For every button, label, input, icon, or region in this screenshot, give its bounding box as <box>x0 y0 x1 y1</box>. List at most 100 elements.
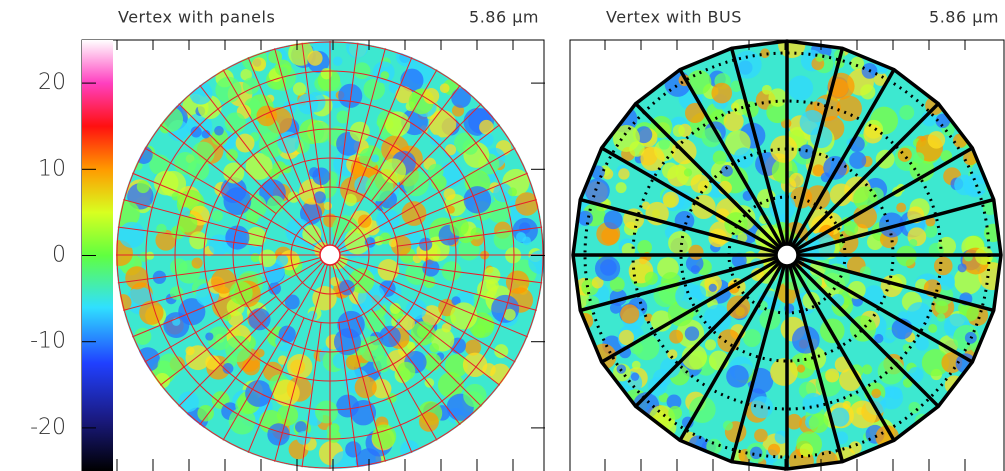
map-blob <box>816 450 838 469</box>
map-blob <box>134 327 152 345</box>
map-blob <box>437 372 464 398</box>
panel-edge <box>334 69 438 247</box>
map-blob <box>297 93 319 115</box>
map-blob <box>706 438 722 455</box>
map-blob <box>528 250 544 275</box>
panel-edge <box>383 295 501 386</box>
map-blob <box>353 62 371 80</box>
map-blob <box>424 378 435 388</box>
map-blob <box>737 232 748 243</box>
bus-rib <box>794 146 974 252</box>
map-blob <box>407 341 416 351</box>
map-blob <box>515 232 527 243</box>
map-blob <box>225 225 250 250</box>
bus-rib <box>579 197 778 255</box>
map-blob <box>333 56 343 66</box>
panel-edge <box>392 280 528 338</box>
map-blob <box>380 71 390 80</box>
map-blob <box>940 150 953 162</box>
map-blob <box>928 323 938 333</box>
map-blob <box>248 308 271 331</box>
map-blob <box>802 392 824 414</box>
panel-edge <box>117 263 263 284</box>
map-blob <box>871 388 881 399</box>
map-blob <box>201 129 211 139</box>
map-blob <box>618 329 635 346</box>
map-blob <box>379 325 401 348</box>
map-blob <box>519 222 531 234</box>
map-blob <box>330 276 340 287</box>
bus-rib <box>600 146 780 252</box>
map-blob <box>658 138 671 150</box>
bus-rib <box>787 47 845 246</box>
map-blob <box>268 168 280 180</box>
panel-edge <box>274 48 328 246</box>
map-blob <box>242 77 260 95</box>
bus-rib <box>794 258 974 364</box>
map-blob <box>224 112 246 134</box>
map-blob <box>256 105 277 127</box>
map-blob <box>668 405 683 420</box>
map-blob <box>249 244 262 258</box>
map-blob <box>389 302 401 314</box>
map-blob <box>825 368 840 383</box>
panel-edge <box>178 103 324 249</box>
map-blob <box>399 315 415 331</box>
map-blob <box>726 365 749 388</box>
map-blob <box>853 186 878 211</box>
panel-edge <box>301 42 322 188</box>
map-blob <box>683 168 693 177</box>
bus-rib <box>787 264 845 463</box>
map-blob <box>690 174 710 193</box>
map-blob <box>723 111 744 132</box>
map-blob <box>873 72 888 86</box>
map-blob <box>423 352 442 372</box>
map-blob <box>808 413 829 433</box>
map-blob <box>296 430 311 445</box>
panel-edge <box>355 317 413 453</box>
map-blob <box>767 443 781 456</box>
map-blob <box>336 110 350 124</box>
map-blob <box>371 154 380 163</box>
map-blob <box>669 329 684 344</box>
map-blob <box>403 170 429 197</box>
panel-title: Vertex with panels <box>118 8 275 27</box>
map-blob <box>125 266 149 290</box>
map-blob <box>515 192 539 216</box>
map-blob <box>615 182 627 194</box>
map-blob <box>240 68 253 81</box>
map-blob <box>205 332 214 341</box>
map-blob <box>936 313 946 322</box>
map-blob <box>439 83 450 94</box>
map-blob <box>211 210 223 222</box>
map-blob <box>909 238 918 248</box>
map-blob <box>487 200 511 224</box>
map-blob <box>401 201 427 226</box>
map-blob <box>787 75 814 101</box>
panel-edge <box>338 259 516 363</box>
panel-edge <box>159 295 277 386</box>
map-blob <box>836 95 862 122</box>
map-hole <box>776 244 798 266</box>
map-blob <box>222 362 234 374</box>
map-blob <box>250 252 260 263</box>
map-blob <box>266 195 285 214</box>
map-blob <box>326 424 338 436</box>
map-blob <box>902 343 911 352</box>
bus-rib <box>796 255 995 313</box>
map-blob <box>672 124 686 137</box>
map-blob <box>668 231 692 255</box>
map-blob <box>444 354 468 378</box>
panel-frame <box>569 39 1005 471</box>
map-blob <box>451 296 461 306</box>
map-blob <box>954 174 975 196</box>
map-blob <box>957 263 967 273</box>
panel-edge <box>123 257 321 311</box>
y-tick-label: 10 <box>38 156 66 181</box>
map-blob <box>429 343 440 353</box>
bus-rib <box>678 68 784 248</box>
panel-edge <box>338 42 359 188</box>
map-blob <box>377 259 400 281</box>
bus-rib <box>790 68 896 248</box>
map-blob <box>761 84 772 95</box>
